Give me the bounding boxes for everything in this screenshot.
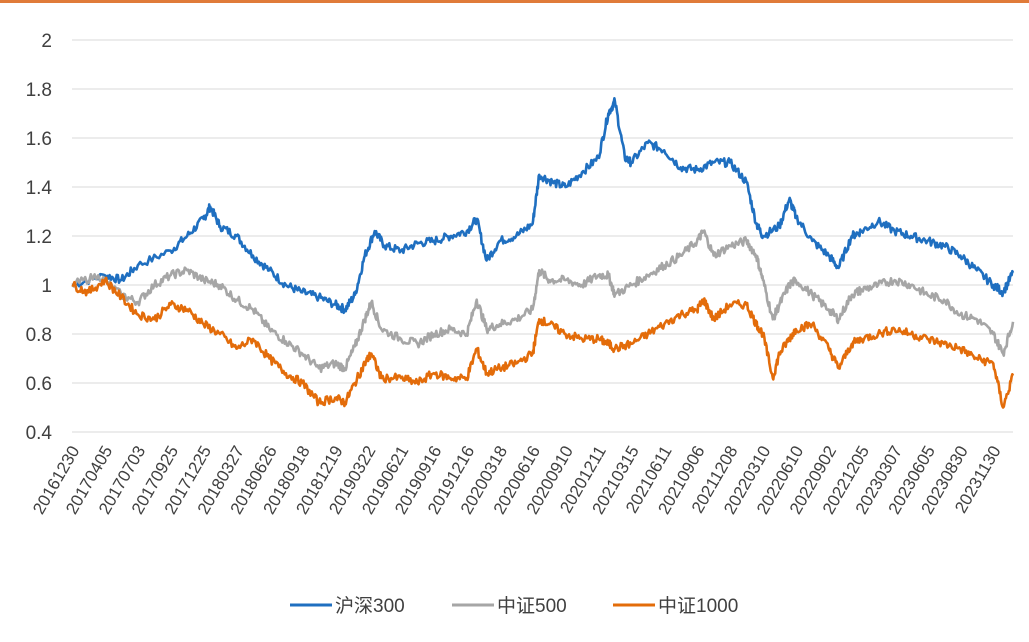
y-tick-label: 0.4 [26,423,53,444]
x-axis-tick-labels: 2016123020170405201707032017092520171225… [29,443,1005,518]
series-line-2 [71,276,1015,409]
gridlines [72,39,1013,433]
y-tick-label: 1.8 [26,80,52,101]
legend-label: 中证500 [497,595,567,617]
series-line-0 [71,97,1015,315]
top-accent-rule [0,0,1029,3]
y-tick-label: 0.8 [26,325,52,346]
legend-label: 中证1000 [658,595,738,617]
series-lines [71,97,1015,409]
y-tick-label: 1 [41,276,52,297]
y-axis-tick-labels: 2 1.8 1.6 1.4 1.2 1 0.8 0.6 0.4 [26,31,53,444]
legend-label: 沪深300 [335,595,405,617]
y-tick-label: 1.6 [26,129,52,150]
series-line-1 [71,229,1015,374]
legend: 沪深300 中证500 中证1000 [290,595,738,617]
y-tick-label: 1.4 [26,178,53,199]
y-tick-label: 1.2 [26,227,52,248]
y-tick-label: 2 [41,31,52,52]
y-tick-label: 0.6 [26,374,52,395]
